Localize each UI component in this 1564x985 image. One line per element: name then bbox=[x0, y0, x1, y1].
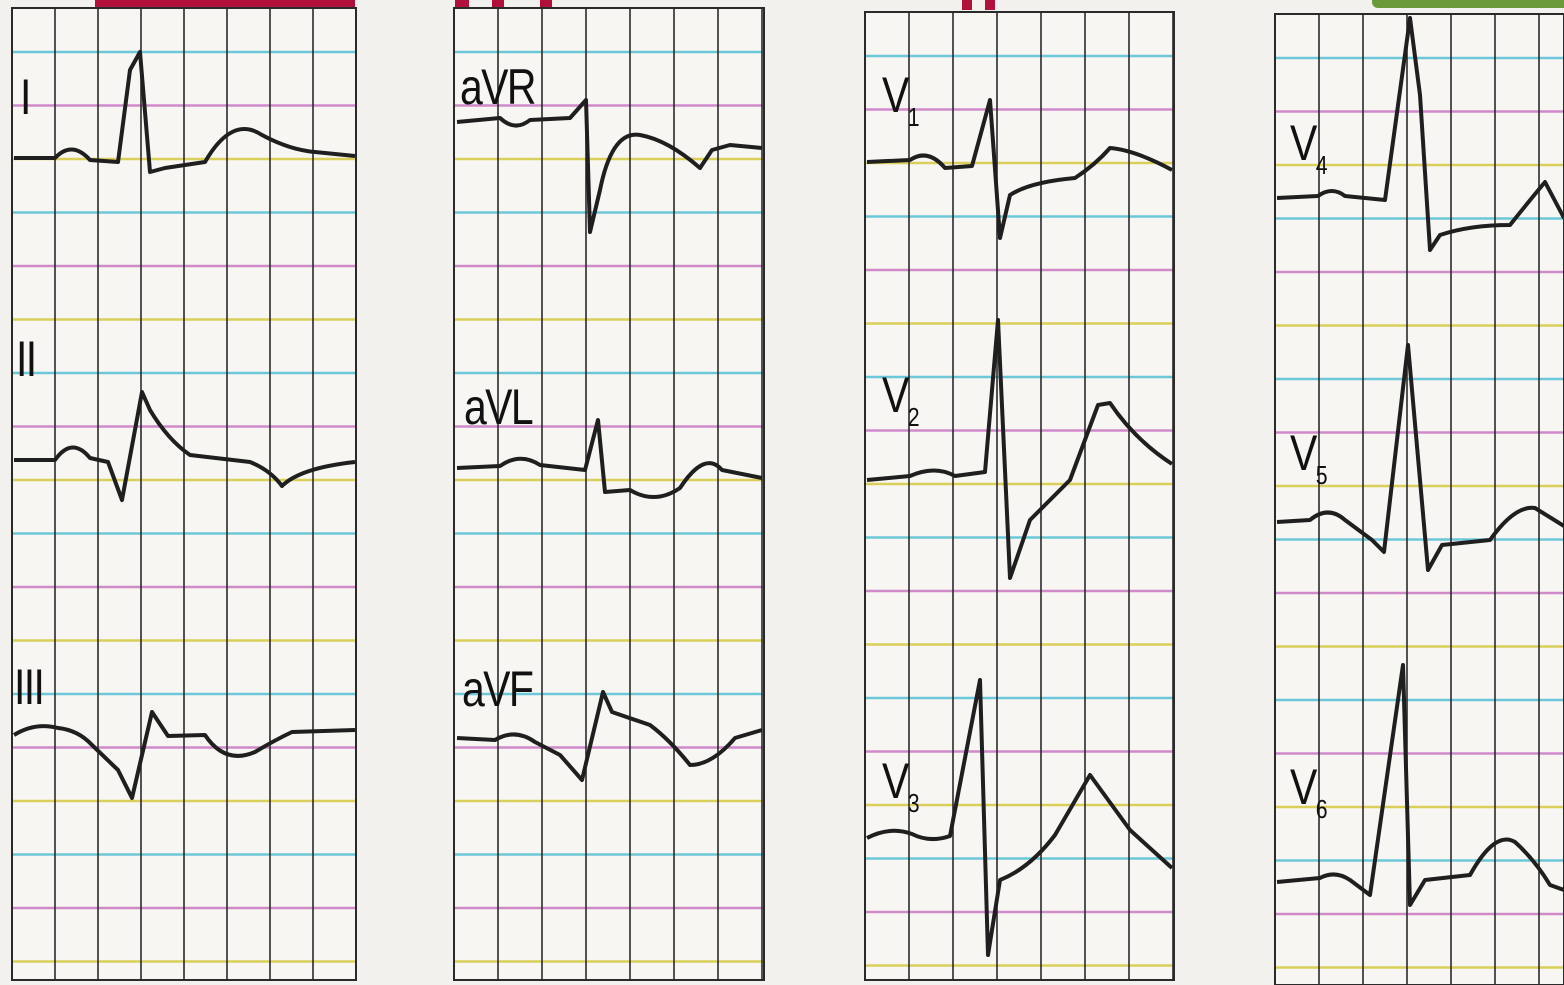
trace-lead-V1 bbox=[866, 98, 1173, 240]
panel-border bbox=[453, 7, 765, 981]
trace-lead-aVF bbox=[456, 690, 763, 782]
grid-background bbox=[1275, 14, 1564, 985]
lead-label-V2: V2 bbox=[882, 367, 920, 432]
title-fragment bbox=[985, 0, 995, 10]
lead-label-V3: V3 bbox=[882, 753, 920, 818]
ecg-panel-limb-leads bbox=[11, 7, 357, 981]
title-fragment bbox=[95, 0, 355, 10]
trace-lead-V5 bbox=[1276, 343, 1564, 572]
lead-label-aVR: aVR bbox=[460, 59, 536, 115]
ecg-panel-augmented-leads bbox=[453, 7, 765, 981]
lead-label-V1: V1 bbox=[882, 67, 920, 132]
lead-label-aVF: aVF bbox=[462, 661, 534, 717]
lead-label-III: III bbox=[14, 659, 45, 715]
trace-lead-V3 bbox=[866, 678, 1174, 957]
panel-border bbox=[1274, 13, 1564, 985]
lead-label-V4: V4 bbox=[1290, 115, 1328, 180]
trace-lead-III bbox=[12, 710, 356, 800]
trace-lead-aVR bbox=[456, 98, 763, 234]
lead-label-V6: V6 bbox=[1290, 759, 1328, 824]
title-fragment bbox=[492, 0, 504, 10]
trace-lead-V4 bbox=[1276, 16, 1564, 252]
title-fragment bbox=[962, 0, 972, 10]
trace-lead-aVL bbox=[456, 418, 763, 499]
trace-lead-II bbox=[14, 390, 356, 502]
title-fragment bbox=[455, 0, 469, 10]
lead-label-I: I bbox=[20, 69, 31, 125]
lead-label-II: II bbox=[16, 331, 37, 387]
lead-label-V5: V5 bbox=[1290, 425, 1328, 490]
trace-lead-V2 bbox=[866, 318, 1174, 580]
trace-lead-V6 bbox=[1276, 663, 1564, 907]
corner-tab bbox=[1372, 0, 1564, 8]
lead-label-aVL: aVL bbox=[464, 379, 534, 435]
trace-lead-I bbox=[14, 50, 356, 174]
grid-background bbox=[454, 8, 764, 980]
panel-border bbox=[11, 7, 357, 981]
title-fragment bbox=[540, 0, 552, 10]
panel-border bbox=[864, 11, 1175, 981]
cropped-title-strip bbox=[0, 0, 1564, 10]
